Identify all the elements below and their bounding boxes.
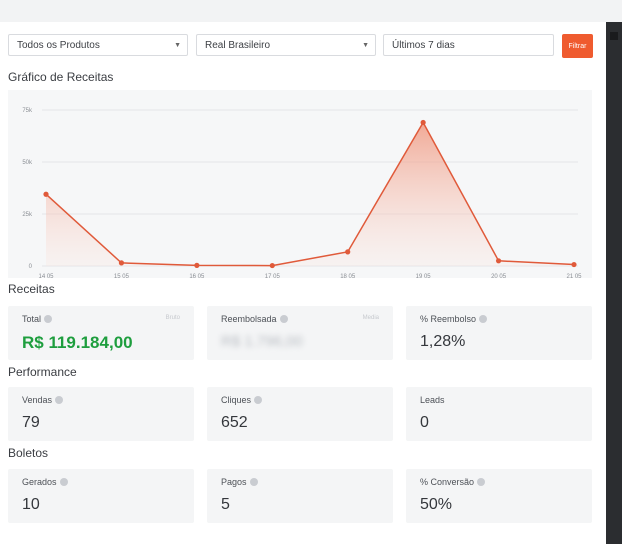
- card-leads-label: Leads: [420, 395, 445, 405]
- currency-select-value: Real Brasileiro: [205, 40, 271, 51]
- info-icon[interactable]: [55, 396, 64, 404]
- info-icon[interactable]: [479, 315, 488, 323]
- period-input-value: Últimos 7 dias: [392, 40, 455, 51]
- y-tick-label: 50k: [22, 160, 33, 166]
- chevron-down-icon: ▼: [362, 42, 369, 49]
- card-cliques: Cliques 652: [207, 387, 393, 441]
- data-point[interactable]: [194, 262, 200, 268]
- revenue-line: [45, 120, 575, 267]
- section-boletos: Boletos: [8, 446, 49, 460]
- x-tick-label: 15 05: [114, 274, 130, 278]
- data-point[interactable]: [118, 260, 125, 266]
- card-total-aside: Bruto: [165, 315, 180, 321]
- info-icon[interactable]: [279, 315, 288, 323]
- x-tick-label: 19 05: [416, 274, 432, 278]
- card-total-label: Total: [22, 314, 53, 324]
- currency-select[interactable]: Real Brasileiro ▼: [196, 34, 376, 56]
- card-pct-reembolso-label: % Reembolso: [420, 314, 488, 324]
- card-pagos-label: Pagos: [221, 477, 258, 487]
- card-pct-conversao-value: 50%: [420, 496, 453, 513]
- card-pagos: Pagos 5: [207, 469, 393, 523]
- info-icon[interactable]: [254, 396, 263, 404]
- info-icon[interactable]: [249, 478, 258, 486]
- section-performance: Performance: [8, 365, 77, 379]
- card-cliques-label: Cliques: [221, 395, 263, 405]
- section-receitas: Receitas: [8, 282, 55, 296]
- card-pct-conversao: % Conversão 50%: [406, 469, 592, 523]
- info-icon[interactable]: [477, 478, 486, 486]
- data-point[interactable]: [495, 258, 502, 264]
- y-tick-label: 75k: [22, 108, 33, 114]
- card-vendas: Vendas 79: [8, 387, 194, 441]
- card-reembolsada-value: R$ 1.796,00: [221, 333, 303, 350]
- chevron-down-icon: ▼: [174, 42, 181, 49]
- card-pct-reembolso-value: 1,28%: [420, 333, 466, 350]
- filter-bar: Todos os Produtos ▼ Real Brasileiro ▼ Úl…: [8, 32, 598, 58]
- card-leads-value: 0: [420, 414, 429, 431]
- card-gerados: Gerados 10: [8, 469, 194, 523]
- card-leads: Leads 0: [406, 387, 592, 441]
- x-tick-label: 16 05: [189, 274, 205, 278]
- x-tick-label: 20 05: [491, 274, 507, 278]
- chart-title: Gráfico de Receitas: [8, 70, 114, 84]
- data-point[interactable]: [345, 249, 351, 255]
- dashboard-panel: Todos os Produtos ▼ Real Brasileiro ▼ Úl…: [0, 22, 606, 544]
- product-select[interactable]: Todos os Produtos ▼: [8, 34, 188, 56]
- period-input[interactable]: Últimos 7 dias: [383, 34, 554, 56]
- card-gerados-value: 10: [22, 496, 40, 513]
- revenue-area: [46, 122, 574, 266]
- y-tick-label: 0: [29, 264, 33, 270]
- top-strip: [0, 0, 622, 22]
- revenue-chart: 0 25k 50k 75k 14 05 15 05 16 05 17 05 18 05 19 0…: [8, 90, 592, 280]
- data-point[interactable]: [269, 262, 275, 269]
- info-icon[interactable]: [44, 315, 53, 323]
- card-reembolsada-aside: Media: [362, 315, 379, 321]
- data-point[interactable]: [43, 191, 49, 197]
- data-point[interactable]: [571, 261, 577, 268]
- x-tick-label: 21 05: [566, 274, 582, 278]
- card-pagos-value: 5: [221, 496, 230, 513]
- card-gerados-label: Gerados: [22, 477, 68, 487]
- edge-marker: [610, 32, 618, 40]
- card-total: Total Bruto R$ 119.184,00: [8, 306, 194, 360]
- card-total-value: R$ 119.184,00: [22, 333, 133, 352]
- x-tick-label: 18 05: [340, 274, 356, 278]
- right-edge-bar: [606, 22, 622, 544]
- card-cliques-value: 652: [221, 414, 248, 431]
- card-pct-conversao-label: % Conversão: [420, 477, 486, 487]
- x-tick-label: 14 05: [38, 274, 54, 278]
- card-vendas-value: 79: [22, 414, 40, 431]
- y-tick-label: 25k: [22, 212, 33, 218]
- card-pct-reembolso: % Reembolso 1,28%: [406, 306, 592, 360]
- card-reembolsada: Reembolsada Media R$ 1.796,00: [207, 306, 393, 360]
- x-tick-label: 17 05: [265, 274, 281, 278]
- card-vendas-label: Vendas: [22, 395, 64, 405]
- product-select-value: Todos os Produtos: [17, 40, 100, 51]
- card-reembolsada-label: Reembolsada: [221, 314, 288, 324]
- revenue-chart-svg: 0 25k 50k 75k 14 05 15 05 16 05 17 05 18 05 19 0…: [22, 108, 582, 280]
- filter-button[interactable]: Filtrar: [562, 34, 593, 58]
- info-icon[interactable]: [59, 478, 68, 486]
- data-point[interactable]: [420, 119, 426, 126]
